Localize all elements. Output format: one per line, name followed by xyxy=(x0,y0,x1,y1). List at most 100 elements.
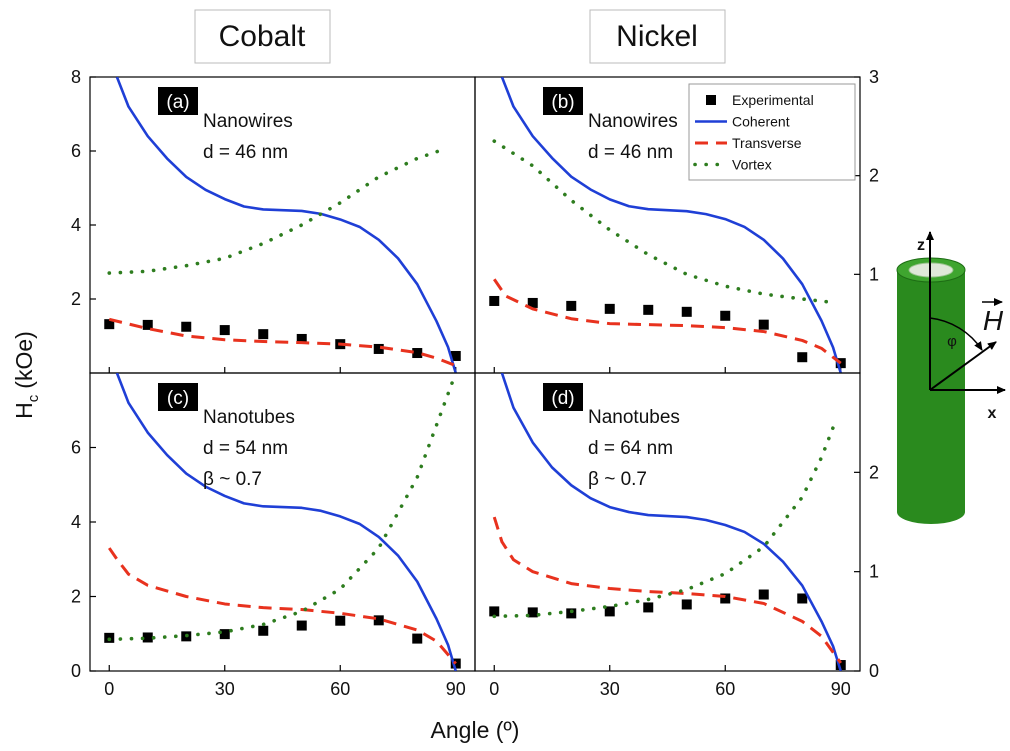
y-tick-label: 0 xyxy=(71,661,81,681)
data-point xyxy=(489,606,500,617)
x-tick-label: 60 xyxy=(330,679,350,699)
legend-label: Experimental xyxy=(732,92,814,108)
y-tick-label: 4 xyxy=(71,215,81,235)
angle-arc xyxy=(929,317,983,351)
y-tick-label: 6 xyxy=(71,141,81,161)
x-tick-label: 30 xyxy=(600,679,620,699)
data-point xyxy=(373,343,384,354)
data-point xyxy=(604,303,615,314)
annotation: Nanowires xyxy=(588,111,678,132)
y-tick-label: 0 xyxy=(869,661,879,681)
panel-label: (a) xyxy=(166,92,189,113)
curve-solid xyxy=(115,373,457,671)
y-tick-label: 1 xyxy=(869,562,879,582)
x-tick-label: 60 xyxy=(715,679,735,699)
y-tick-label: 2 xyxy=(869,462,879,482)
annotation: d = 46 nm xyxy=(588,142,673,163)
data-point xyxy=(797,352,808,363)
data-point xyxy=(489,295,500,306)
data-point xyxy=(566,300,577,311)
annotation: d = 54 nm xyxy=(203,438,288,459)
y-tick-label: 1 xyxy=(869,264,879,284)
curve-dashed xyxy=(108,317,457,368)
field-arrow xyxy=(929,341,997,391)
curve-dashed xyxy=(108,547,457,665)
series-group xyxy=(104,373,461,671)
annotation: Nanotubes xyxy=(203,407,295,428)
data-point xyxy=(142,632,153,643)
panel-label-bg xyxy=(543,87,583,115)
data-point xyxy=(643,304,654,315)
curve-solid xyxy=(500,77,842,373)
legend: Experimental Coherent Transverse Vortex xyxy=(688,83,856,181)
data-point xyxy=(604,606,615,617)
annotation: d = 64 nm xyxy=(588,438,673,459)
data-point xyxy=(258,625,269,636)
x-tick-label: 0 xyxy=(489,679,499,699)
data-point xyxy=(835,358,846,369)
column-title: Nickel xyxy=(616,20,698,53)
data-point xyxy=(681,306,692,317)
x-label: x xyxy=(988,405,997,422)
annotation: d = 46 nm xyxy=(203,142,288,163)
panel-label-bg xyxy=(543,383,583,411)
data-point xyxy=(527,297,538,308)
data-point xyxy=(219,629,230,640)
series-group xyxy=(489,373,846,671)
x-tick-label: 0 xyxy=(104,679,114,699)
data-point xyxy=(373,615,384,626)
legend-label: Transverse xyxy=(732,135,802,151)
panel-label: (b) xyxy=(551,92,574,113)
data-point xyxy=(142,319,153,330)
panel: 1 2 3 (b) Nanowires d = 46 nm Experimental Cohe… xyxy=(474,67,879,374)
data-point xyxy=(643,602,654,613)
y-label-unit: (kOe) xyxy=(11,331,37,389)
y-label-sub: c xyxy=(25,394,42,402)
y-tick-label: 4 xyxy=(71,512,81,532)
legend-label: Coherent xyxy=(732,114,790,130)
data-point xyxy=(566,608,577,619)
cylinder-diagram: z x φ H xyxy=(896,231,1006,524)
data-point xyxy=(797,593,808,604)
panel: 2 4 6 8 (a) Nanowires d = 46 nm xyxy=(71,67,476,374)
data-point xyxy=(258,329,269,340)
annotation: β ~ 0.7 xyxy=(203,469,262,490)
data-point xyxy=(720,310,731,321)
z-label: z xyxy=(917,237,925,254)
title-box xyxy=(194,9,331,64)
y-label-main: H xyxy=(11,402,37,419)
y-tick-label: 2 xyxy=(71,289,81,309)
series-group xyxy=(489,77,846,373)
data-point xyxy=(681,599,692,610)
curve-dotted xyxy=(107,147,446,275)
data-point xyxy=(104,319,115,330)
data-point xyxy=(758,589,769,600)
plot-frame xyxy=(474,372,861,672)
title-box xyxy=(589,9,726,64)
x-tick-label: 90 xyxy=(831,679,851,699)
annotation: Nanotubes xyxy=(588,407,680,428)
annotation: β ~ 0.7 xyxy=(588,469,647,490)
curve-solid xyxy=(115,77,457,373)
x-axis-label: Angle (º) xyxy=(431,717,520,743)
data-point xyxy=(181,321,192,332)
data-point xyxy=(835,660,846,671)
panel-label-bg xyxy=(158,383,198,411)
x-tick-label: 90 xyxy=(446,679,466,699)
panel-label: (c) xyxy=(167,388,189,409)
field-label: H xyxy=(983,305,1004,336)
curve-dashed xyxy=(492,516,842,664)
y-tick-label: 2 xyxy=(869,166,879,186)
data-point xyxy=(450,350,461,361)
data-point xyxy=(219,325,230,336)
angle-label: φ xyxy=(947,333,957,350)
data-point xyxy=(412,348,423,359)
curve-dotted xyxy=(492,139,831,304)
data-point xyxy=(720,593,731,604)
y-tick-label: 3 xyxy=(869,67,879,87)
data-point xyxy=(335,615,346,626)
y-tick-label: 2 xyxy=(71,587,81,607)
annotation: Nanowires xyxy=(203,111,293,132)
